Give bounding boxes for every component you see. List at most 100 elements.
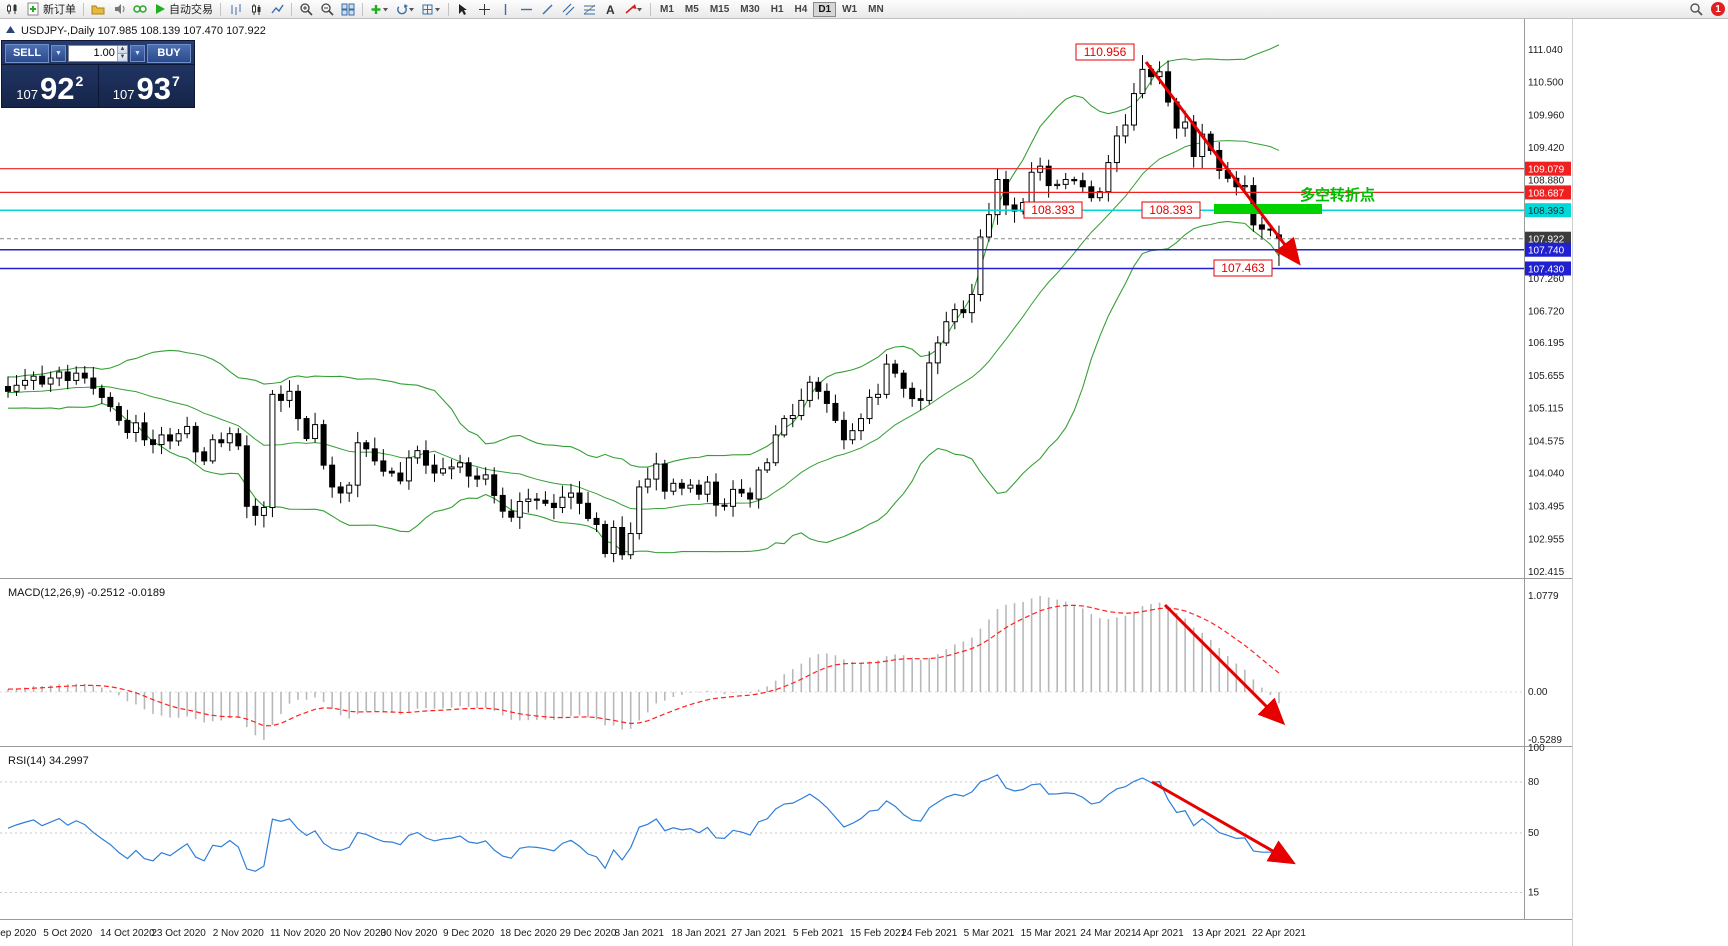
date-label: 24 Mar 2021 <box>1080 928 1137 939</box>
price-tick: 111.040 <box>1528 45 1563 56</box>
timeframe-mn[interactable]: MN <box>868 3 884 15</box>
one-click-trade-panel: SELL ▼ ▲▼ ▼ BUY 107 92 2 107 93 7 <box>1 40 195 108</box>
date-label: 15 Feb 2021 <box>850 928 907 939</box>
price-tag-text: 107.430 <box>1528 264 1565 275</box>
text-tool-icon[interactable]: A <box>600 1 620 18</box>
fibonacci-icon[interactable] <box>579 1 599 18</box>
trend-arrow[interactable] <box>1151 780 1296 865</box>
timeframe-m15[interactable]: M15 <box>709 3 730 15</box>
trendline-icon[interactable] <box>537 1 557 18</box>
rsi-scale-tick: 100 <box>1528 743 1545 754</box>
sound-icon[interactable] <box>109 1 129 18</box>
volume-stepper[interactable]: ▲ ▼ <box>116 45 127 61</box>
price-callout-text: 107.463 <box>1221 261 1265 275</box>
cursor-icon[interactable] <box>453 1 473 18</box>
arrow-tool-icon[interactable] <box>621 1 646 18</box>
trend-arrow[interactable] <box>1144 61 1301 266</box>
price-tick: 104.575 <box>1528 436 1565 447</box>
date-label: 18 Jan 2021 <box>671 928 726 939</box>
price-callout-box[interactable] <box>1075 43 1135 61</box>
timeframe-w1[interactable]: W1 <box>842 3 858 15</box>
volume-input[interactable] <box>69 45 117 61</box>
price-tag-text: 108.687 <box>1528 188 1565 199</box>
toolbar: 新订单 自动交易 <box>0 0 1728 19</box>
timeframe-m5[interactable]: M5 <box>684 3 699 15</box>
date-label: 13 Apr 2021 <box>1192 928 1246 939</box>
price-tick: 107.260 <box>1528 274 1565 285</box>
autotrading-button[interactable]: 自动交易 <box>151 1 216 18</box>
date-label: 5 Oct 2020 <box>43 928 92 939</box>
price-tick: 110.500 <box>1528 78 1564 89</box>
date-label: 4 Apr 2021 <box>1135 928 1184 939</box>
indicators-button[interactable] <box>367 1 392 18</box>
price-callout-box[interactable] <box>1023 201 1083 219</box>
timeframe-m1[interactable]: M1 <box>660 3 674 15</box>
turning-point-bar[interactable] <box>1214 204 1322 214</box>
date-label: 29 Dec 2020 <box>560 928 617 939</box>
sell-price[interactable]: 107 92 2 <box>2 65 99 107</box>
line-chart-icon[interactable] <box>267 1 287 18</box>
date-label: 18 Dec 2020 <box>500 928 557 939</box>
sell-options-caret[interactable]: ▼ <box>51 44 66 62</box>
timeframe-m30[interactable]: M30 <box>740 3 760 15</box>
date-label: 2 Nov 2020 <box>213 928 265 939</box>
horizontal-line-icon[interactable] <box>516 1 536 18</box>
search-icon[interactable] <box>1686 1 1706 18</box>
trend-arrow[interactable] <box>1163 603 1286 726</box>
channel-icon[interactable] <box>558 1 578 18</box>
cycle-button[interactable] <box>393 1 418 18</box>
price-callout-text: 110.956 <box>1084 45 1127 59</box>
buy-price[interactable]: 107 93 7 <box>112 71 180 107</box>
rsi-layer <box>0 774 1524 893</box>
macd-scale-tick: 0.00 <box>1528 687 1548 698</box>
crosshair-icon[interactable] <box>474 1 494 18</box>
price-callout-box[interactable] <box>1141 201 1201 219</box>
notification-badge[interactable]: 1 <box>1711 2 1725 16</box>
candlestick-chart-icon[interactable] <box>246 1 266 18</box>
rsi-label: RSI(14) 34.2997 <box>8 755 89 767</box>
profiles-folder-icon[interactable] <box>88 1 108 18</box>
price-tag-text: 108.393 <box>1528 206 1565 217</box>
sell-button[interactable]: SELL <box>5 43 49 63</box>
collapse-panel-icon[interactable] <box>6 26 15 33</box>
grid-button[interactable] <box>419 1 444 18</box>
price-callout-text: 108.393 <box>1031 203 1075 217</box>
timeframe-h1[interactable]: H1 <box>770 3 784 15</box>
date-label: 9 Dec 2020 <box>443 928 495 939</box>
buy-options-caret[interactable]: ▼ <box>130 44 145 62</box>
zoom-out-icon[interactable] <box>317 1 337 18</box>
price-tick: 106.195 <box>1528 338 1565 349</box>
price-tick: 108.880 <box>1528 176 1565 187</box>
price-tag <box>1525 242 1571 257</box>
date-label: 25 Sep 2020 <box>0 928 37 939</box>
date-label: 5 Mar 2021 <box>964 928 1015 939</box>
zoom-in-icon[interactable] <box>296 1 316 18</box>
community-icon[interactable] <box>130 1 150 18</box>
timeframe-group: M1 M5 M15 M30 H1 H4 D1 W1 MN <box>655 1 889 17</box>
date-label: 8 Jan 2021 <box>614 928 664 939</box>
macd-scale-tick: 1.0779 <box>1528 591 1559 602</box>
price-tag <box>1525 203 1571 218</box>
autotrading-label: 自动交易 <box>169 4 213 16</box>
buy-button[interactable]: BUY <box>147 43 191 63</box>
candles-layer <box>5 55 1282 563</box>
macd-layer <box>0 596 1524 740</box>
price-callout-box[interactable] <box>1213 259 1273 277</box>
chart-window-icon[interactable] <box>3 1 23 18</box>
price-tick: 104.040 <box>1528 469 1565 480</box>
bar-chart-icon[interactable] <box>225 1 245 18</box>
svg-text:A: A <box>606 3 615 16</box>
date-label: 11 Nov 2020 <box>270 928 326 939</box>
price-tag <box>1525 161 1571 176</box>
timeframe-h4[interactable]: H4 <box>794 3 808 15</box>
tile-windows-icon[interactable] <box>338 1 358 18</box>
date-label: 23 Oct 2020 <box>151 928 206 939</box>
vertical-line-icon[interactable] <box>495 1 515 18</box>
timeframe-d1[interactable]: D1 <box>813 1 837 17</box>
new-order-button[interactable]: 新订单 <box>24 1 79 18</box>
macd-scale-tick: -0.5289 <box>1528 735 1562 746</box>
date-label: 22 Apr 2021 <box>1252 928 1306 939</box>
price-tick: 103.495 <box>1528 502 1565 513</box>
annotations-layer: 110.956 108.393 108.393 107.463 多空转折点 <box>1023 43 1375 865</box>
